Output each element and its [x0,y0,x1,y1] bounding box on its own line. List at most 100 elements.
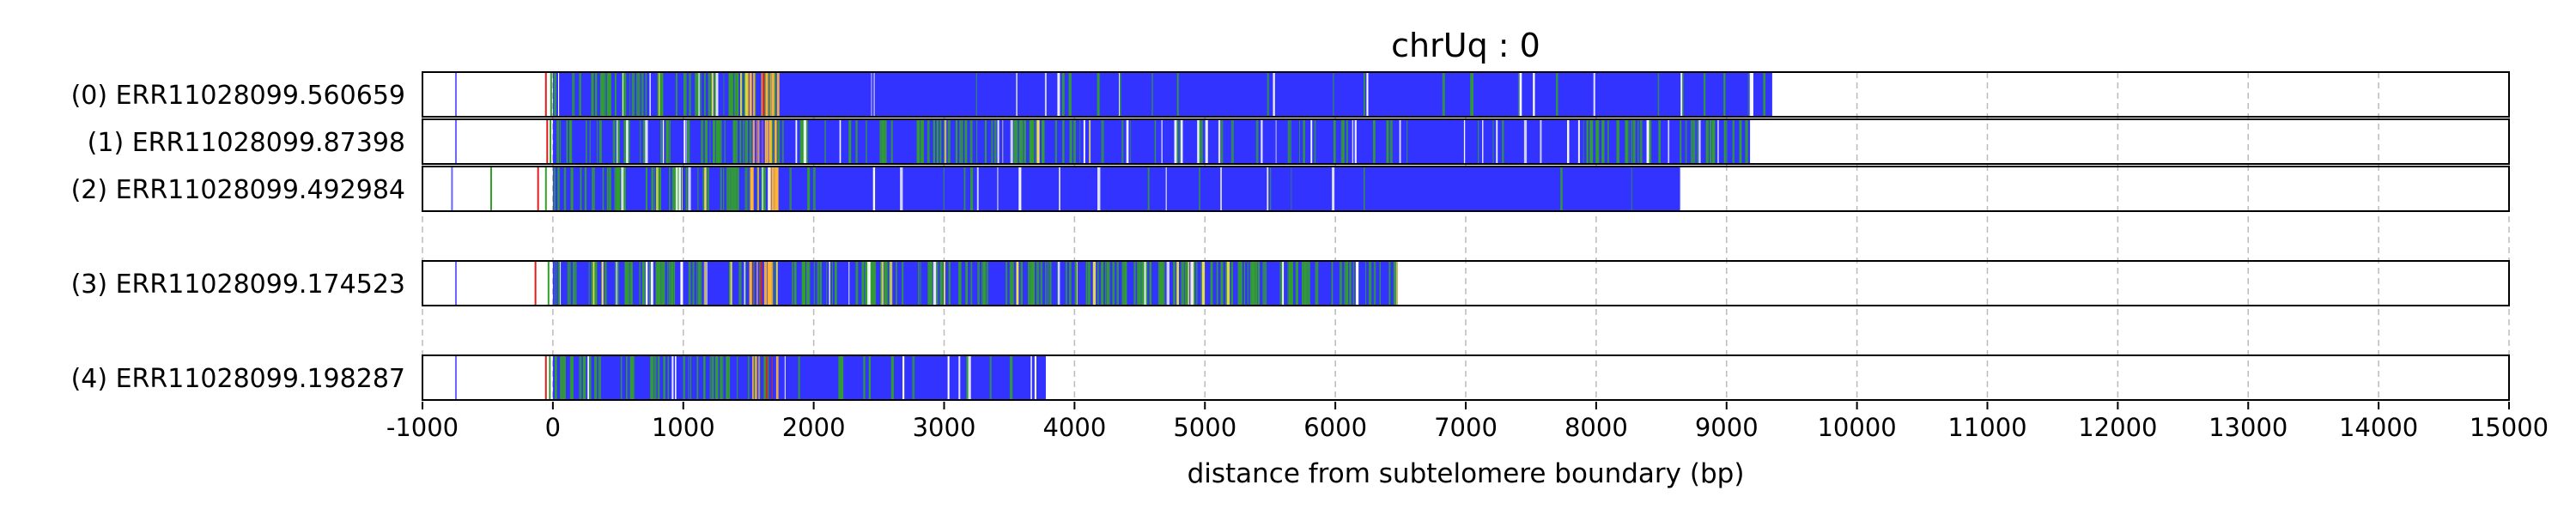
read-feature [653,355,657,400]
read-feature [744,261,746,306]
read-feature [558,261,561,306]
read-feature [1267,72,1269,117]
read-feature [730,167,732,211]
read-annotation [454,72,457,117]
read-track: (0) ERR11028099.560659 [71,71,2510,118]
read-feature [645,261,648,306]
read-feature [662,119,665,164]
read-feature [792,261,793,306]
read-feature [692,261,695,306]
read-feature [976,167,979,211]
read-feature [881,261,884,306]
read-feature [776,72,780,117]
read-feature [835,261,836,306]
read-feature [658,261,660,306]
read-feature [710,72,713,117]
x-tick-label: 6000 [1303,413,1367,442]
read-feature [1717,119,1719,164]
read-feature [766,119,769,164]
read-feature [1631,119,1632,164]
read-feature [762,72,765,117]
read-feature [1354,119,1357,164]
read-feature [554,261,556,306]
read-feature [667,261,669,306]
read-feature [744,72,746,117]
read-feature [1181,261,1185,306]
read-feature [1287,261,1289,306]
read-feature [739,119,742,164]
read-feature [1186,261,1189,306]
read-feature [1308,261,1310,306]
read-feature [1199,119,1201,164]
read-feature [1639,119,1643,164]
read-feature [771,119,775,164]
read-feature [1364,72,1365,117]
read-feature [1016,72,1018,117]
x-tick-label: 3000 [913,413,976,442]
read-feature [831,261,833,306]
read-annotation [544,72,547,117]
read-feature [1124,261,1127,306]
read-feature [685,167,688,211]
read-feature [1014,119,1016,164]
read-feature [698,72,700,117]
x-tick-label: 9000 [1695,413,1759,442]
read-feature [624,167,626,211]
read-feature [1057,72,1060,117]
read-feature [1379,261,1381,306]
read-feature [752,355,754,400]
read-feature [1042,119,1044,164]
read-feature [1141,261,1142,306]
read-feature [1680,72,1684,117]
read-feature [1220,119,1224,164]
read-feature [735,119,738,164]
read-feature [732,119,736,164]
read-feature [1631,167,1632,211]
read-feature [650,261,653,306]
read-feature [1220,167,1222,211]
read-annotation [547,261,550,306]
read-feature [969,119,973,164]
read-feature [1751,72,1753,117]
read-feature [927,119,930,164]
read-feature [1502,119,1504,164]
read-feature [1369,261,1372,306]
read-feature [555,72,556,117]
read-feature [1346,261,1348,306]
read-feature [639,72,641,117]
read-feature [806,261,809,306]
read-feature [1061,72,1065,117]
read-feature [604,261,607,306]
read-feature [1105,261,1107,306]
read-feature [1698,119,1701,164]
read-feature [761,167,762,211]
read-feature [667,355,670,400]
read-feature [720,355,723,400]
read-feature [645,167,647,211]
read-feature [688,261,691,306]
read-feature [557,119,560,164]
read-feature [987,261,989,306]
read-feature [1442,72,1445,117]
read-feature [567,261,569,306]
read-feature [554,72,556,117]
read-feature [781,119,784,164]
read-feature [864,355,866,400]
read-feature [1225,261,1228,306]
read-feature [1625,119,1628,164]
read-feature [1607,119,1609,164]
track-frame [422,260,2510,306]
read-feature [918,261,920,306]
read-feature [620,355,623,400]
read-feature [991,119,993,164]
read-feature [1616,119,1619,164]
read-feature [838,355,841,400]
read-feature [795,119,798,164]
read-feature [890,261,893,306]
read-feature [1492,119,1494,164]
read-feature [848,261,850,306]
read-feature [1705,119,1707,164]
read-feature [1151,72,1153,117]
read-feature [753,72,756,117]
read-feature [939,261,943,306]
